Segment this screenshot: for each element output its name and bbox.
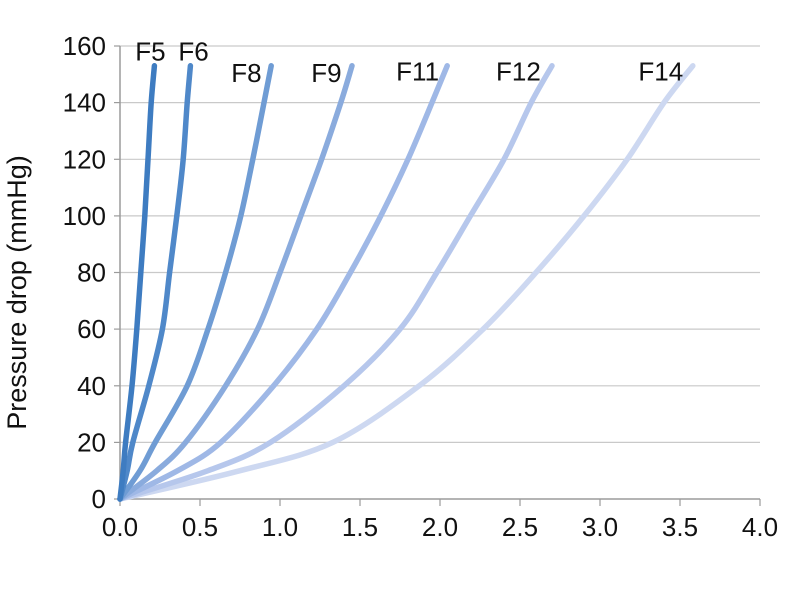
x-tick-label-1.5: 1.5 [342, 512, 378, 542]
y-tick-label-60: 60 [77, 314, 106, 344]
x-tick-label-4.0: 4.0 [742, 512, 778, 542]
curve-label-F12: F12 [496, 57, 541, 87]
y-tick-label-40: 40 [77, 371, 106, 401]
y-tick-label-80: 80 [77, 258, 106, 288]
y-tick-label-20: 20 [77, 427, 106, 457]
curve-F6 [117, 63, 194, 502]
x-tick-label-2.0: 2.0 [422, 512, 458, 542]
curve-label-F5: F5 [135, 37, 165, 67]
curve-label-F14: F14 [638, 57, 683, 87]
y-tick-label-140: 140 [63, 88, 106, 118]
curve-F11 [117, 63, 450, 502]
x-tick-label-2.5: 2.5 [502, 512, 538, 542]
curve-F9 [117, 63, 355, 502]
curve-F12 [117, 63, 555, 502]
x-tick-label-3.5: 3.5 [662, 512, 698, 542]
curve-F14 [117, 63, 696, 502]
curve-F5 [117, 63, 158, 502]
x-tick-label-3.0: 3.0 [582, 512, 618, 542]
y-tick-label-160: 160 [63, 31, 106, 61]
curve-F8 [117, 63, 274, 502]
x-tick-label-0.5: 0.5 [182, 512, 218, 542]
y-axis-title: Pressure drop (mmHg) [2, 155, 32, 430]
y-tick-label-0: 0 [92, 484, 106, 514]
curve-label-F11: F11 [396, 57, 439, 87]
curve-label-F9: F9 [311, 58, 341, 88]
curve-label-F6: F6 [178, 37, 208, 67]
y-tick-label-120: 120 [63, 144, 106, 174]
y-tick-label-100: 100 [63, 201, 106, 231]
x-tick-label-1.0: 1.0 [262, 512, 298, 542]
x-tick-label-0.0: 0.0 [102, 512, 138, 542]
curve-label-F8: F8 [231, 58, 261, 88]
